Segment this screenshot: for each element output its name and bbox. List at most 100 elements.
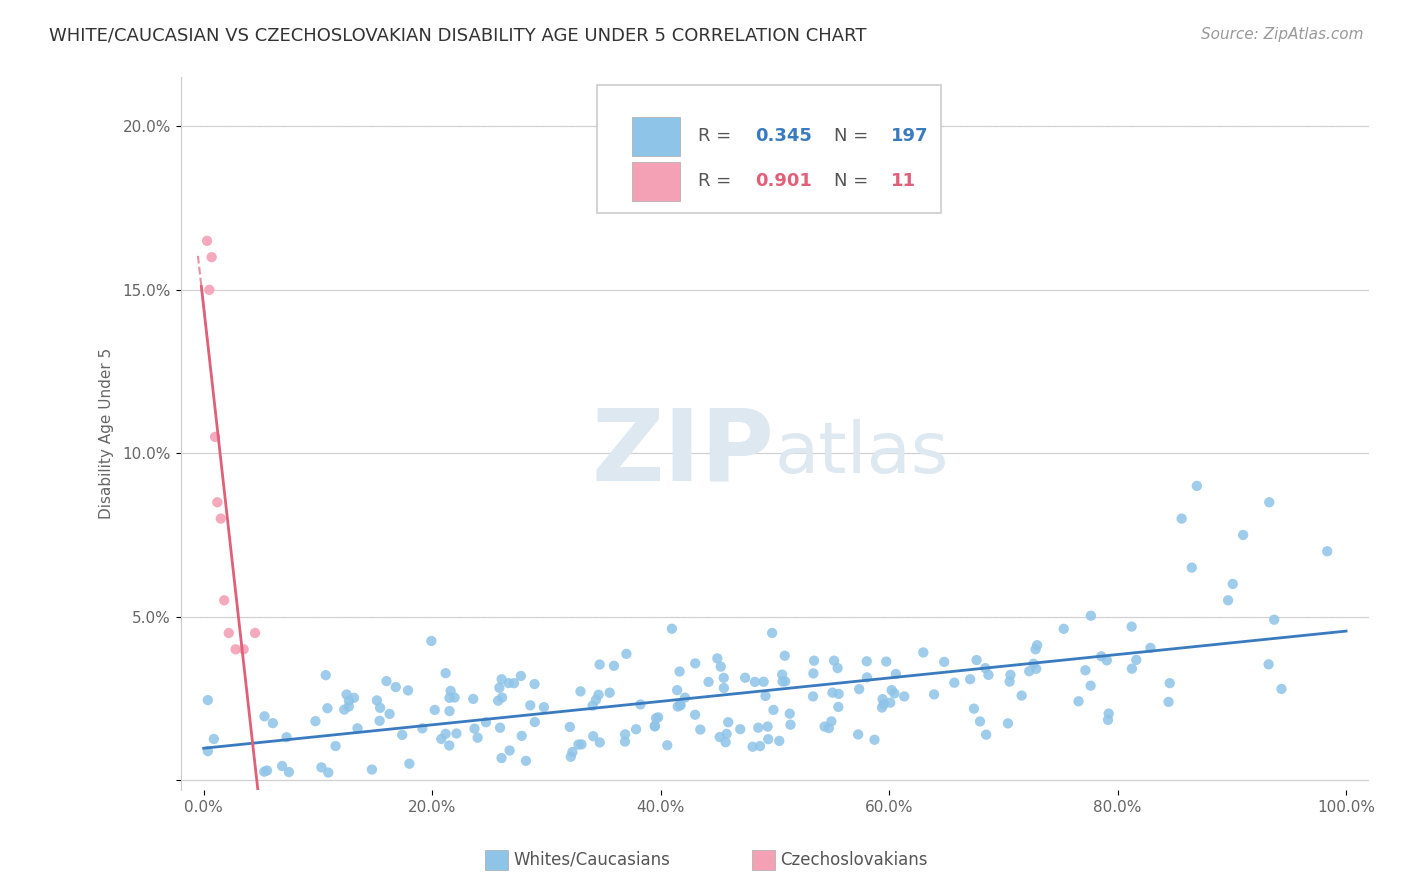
Point: [488, 681, 510, 695]
Point: [645, 711, 668, 725]
Point: [201, 250, 224, 264]
Point: [463, 722, 485, 736]
Point: [503, 676, 526, 690]
FancyBboxPatch shape: [596, 85, 941, 213]
Point: [966, 653, 988, 667]
Point: [491, 751, 513, 765]
Bar: [633, 161, 679, 201]
Point: [1270, 681, 1292, 696]
Point: [803, 654, 825, 668]
Point: [599, 686, 621, 700]
Point: [1257, 657, 1279, 672]
Point: [262, 716, 284, 731]
Point: [1025, 642, 1047, 657]
Point: [335, 688, 357, 702]
Point: [523, 677, 546, 691]
Point: [588, 688, 610, 702]
Point: [875, 655, 897, 669]
Point: [1026, 638, 1049, 652]
Point: [603, 658, 626, 673]
Point: [515, 754, 537, 768]
Point: [333, 703, 356, 717]
Point: [779, 717, 801, 731]
Point: [1074, 663, 1097, 677]
Point: [278, 765, 301, 780]
Point: [368, 701, 391, 715]
Point: [762, 703, 785, 717]
Point: [669, 698, 692, 713]
Point: [256, 764, 278, 778]
Point: [271, 759, 294, 773]
Point: [569, 684, 592, 698]
Point: [1222, 577, 1244, 591]
Point: [821, 685, 844, 699]
Point: [218, 626, 240, 640]
Point: [661, 622, 683, 636]
Point: [1053, 622, 1076, 636]
Point: [616, 647, 638, 661]
Text: 197: 197: [891, 128, 929, 145]
Point: [430, 731, 453, 746]
Text: 0.345: 0.345: [755, 128, 811, 145]
Point: [304, 714, 326, 729]
Point: [509, 669, 531, 683]
Point: [856, 670, 879, 684]
Point: [872, 692, 894, 706]
Point: [912, 645, 935, 659]
Point: [1018, 665, 1040, 679]
Point: [1125, 653, 1147, 667]
Point: [744, 674, 766, 689]
Point: [582, 729, 605, 743]
Point: [713, 681, 735, 695]
Point: [823, 654, 845, 668]
Point: [870, 700, 893, 714]
Point: [325, 739, 347, 753]
Point: [1170, 511, 1192, 525]
Point: [756, 732, 779, 747]
Text: ZIP: ZIP: [592, 405, 775, 501]
Point: [710, 659, 733, 673]
Point: [195, 234, 218, 248]
Point: [398, 756, 420, 771]
Text: Whites/Caucasians: Whites/Caucasians: [513, 851, 671, 869]
Point: [361, 763, 384, 777]
Point: [375, 674, 398, 689]
Point: [467, 731, 489, 745]
Point: [523, 714, 546, 729]
Point: [560, 749, 582, 764]
Text: Source: ZipAtlas.com: Source: ZipAtlas.com: [1201, 27, 1364, 42]
Point: [761, 626, 783, 640]
Point: [644, 719, 666, 733]
Point: [1080, 608, 1102, 623]
Point: [439, 690, 461, 705]
Point: [589, 735, 612, 749]
Point: [827, 661, 849, 675]
Point: [440, 684, 463, 698]
Point: [1216, 593, 1239, 607]
Point: [768, 734, 790, 748]
Point: [873, 697, 896, 711]
Point: [657, 738, 679, 752]
Point: [775, 674, 797, 689]
Text: R =: R =: [697, 172, 737, 190]
Point: [818, 721, 841, 735]
Point: [752, 674, 775, 689]
Point: [1258, 495, 1281, 509]
Point: [443, 690, 465, 705]
Point: [714, 735, 737, 749]
Point: [1067, 694, 1090, 708]
Point: [977, 668, 1000, 682]
Point: [315, 668, 337, 682]
Point: [1181, 560, 1204, 574]
Point: [827, 687, 849, 701]
Point: [883, 686, 905, 700]
Point: [533, 700, 555, 714]
Point: [588, 657, 610, 672]
Text: N =: N =: [834, 172, 875, 190]
Point: [997, 716, 1019, 731]
Point: [1157, 695, 1180, 709]
Point: [434, 666, 457, 681]
Point: [1121, 662, 1143, 676]
Point: [311, 760, 333, 774]
Point: [884, 667, 907, 681]
